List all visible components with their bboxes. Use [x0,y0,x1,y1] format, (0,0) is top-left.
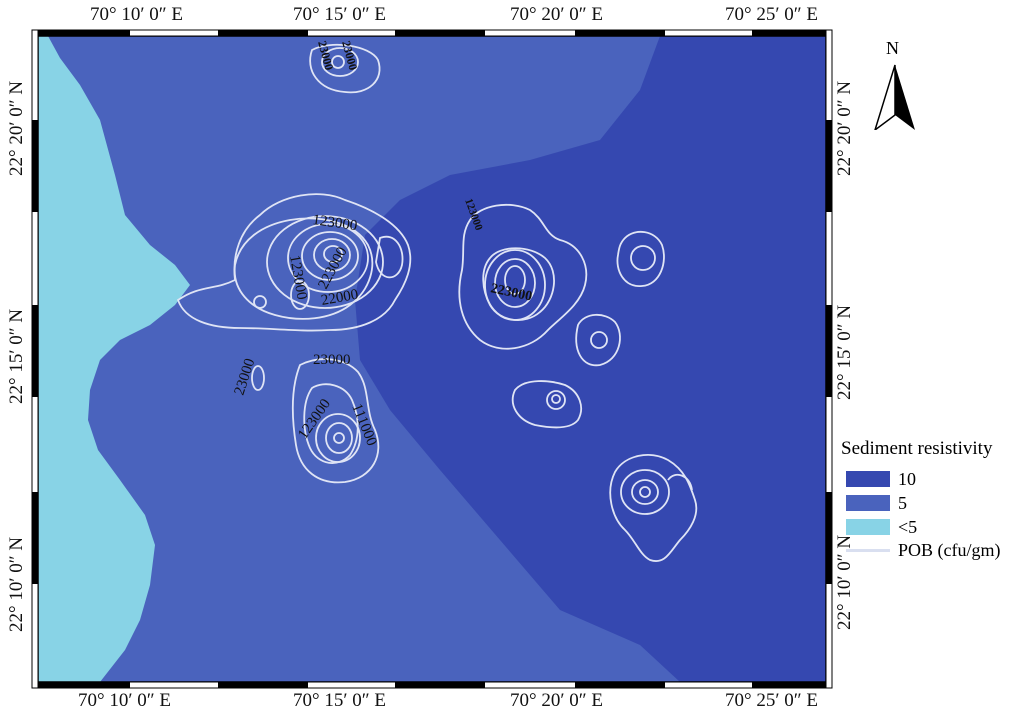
legend-swatch [846,495,890,511]
contour-label: 22000 [320,287,360,309]
legend-item-10: 10 [846,468,916,489]
legend-swatch [846,471,890,487]
left-lat-label: 22° 20′ 0″ N [6,80,27,176]
top-lon-label: 70° 10′ 0″ E [90,4,184,25]
left-lat-label: 22° 10′ 0″ N [6,536,27,632]
legend-title: Sediment resistivity [841,438,993,459]
top-lon-label: 70° 20′ 0″ E [510,4,604,25]
north-label: N [886,38,899,58]
bottom-lon-label: 70° 15′ 0″ E [293,690,387,711]
left-lat-label: 22° 15′ 0″ N [6,308,27,404]
bottom-lon-label: 70° 25′ 0″ E [725,690,819,711]
top-lon-label: 70° 15′ 0″ E [293,4,387,25]
bottom-lon-label: 70° 20′ 0″ E [510,690,604,711]
north-arrow-icon [874,64,915,130]
legend-item-lt5: <5 [846,516,918,537]
bottom-lon-label: 70° 10′ 0″ E [78,690,172,711]
zone-low [38,36,190,682]
contour-label: 23000 [313,352,351,368]
pob-contours [176,43,698,562]
legend-swatch [846,519,890,535]
legend-label: 10 [898,468,916,489]
top-lon-label: 70° 25′ 0″ E [725,4,819,25]
legend-line-swatch [846,548,890,552]
zone-high [355,36,826,682]
right-lat-label: 22° 20′ 0″ N [834,80,855,176]
border-ticks [31,29,833,689]
legend-item-pob: POB (cfu/gm) [846,539,1001,560]
right-lat-label: 22° 15′ 0″ N [834,304,855,400]
contour-label: 123000 [286,254,310,301]
legend-label: <5 [898,516,918,537]
legend-item-5: 5 [846,492,907,513]
legend-label: 5 [898,492,907,513]
legend-label: POB (cfu/gm) [898,539,1001,560]
contour-label: 123000 [311,212,358,234]
